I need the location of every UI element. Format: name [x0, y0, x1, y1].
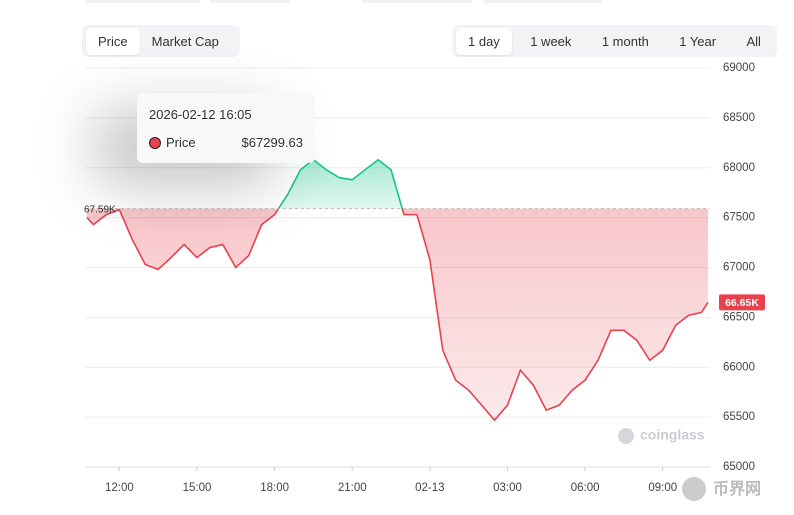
- reference-label: 67.59K: [84, 204, 116, 215]
- last-price-label: 66.65K: [725, 297, 759, 309]
- y-tick-label: 66500: [723, 311, 755, 323]
- x-tick-label: 12:00: [105, 482, 134, 494]
- watermark: coinglass: [640, 427, 705, 443]
- y-tick-label: 65500: [723, 411, 755, 423]
- y-tick-label: 65000: [723, 461, 755, 473]
- tab-button[interactable]: Market Cap: [151, 33, 219, 49]
- y-tick-label: 67000: [723, 262, 755, 274]
- site-mark: 币界网: [713, 480, 761, 498]
- range-button[interactable]: 1 week: [530, 33, 572, 49]
- last-price-badge: [719, 294, 765, 311]
- site-icon: [682, 477, 706, 501]
- range-button[interactable]: 1 Year: [679, 33, 717, 49]
- y-tick-label: 66000: [723, 361, 755, 373]
- y-tick-label: 68500: [723, 112, 755, 124]
- x-tick-label: 06:00: [571, 482, 600, 494]
- y-tick-label: 67500: [723, 212, 755, 224]
- top-strip: [484, 0, 602, 3]
- range-button[interactable]: All: [746, 33, 761, 49]
- tab-group: Price Market Cap: [82, 25, 240, 57]
- tooltip-series: Price: [166, 135, 196, 150]
- tooltip-dot: [149, 137, 161, 149]
- tooltip: 2026-02-12 16:05 Price $67299.63: [137, 93, 315, 163]
- top-strip: [362, 0, 472, 3]
- tab-button[interactable]: Price: [86, 27, 140, 55]
- x-tick-label: 15:00: [183, 482, 212, 494]
- x-tick-label: 09:00: [648, 482, 677, 494]
- x-tick-label: 21:00: [338, 482, 367, 494]
- x-tick-label: 03:00: [493, 482, 522, 494]
- x-tick-label: 18:00: [260, 482, 289, 494]
- watermark-icon: [618, 428, 634, 444]
- tooltip-time: 2026-02-12 16:05: [149, 107, 252, 122]
- range-button[interactable]: 1 day: [456, 27, 512, 55]
- y-tick-label: 69000: [723, 62, 755, 74]
- tooltip-value: $67299.63: [241, 135, 303, 150]
- top-strip: [210, 0, 290, 3]
- price-line: [86, 158, 709, 422]
- y-tick-label: 68000: [723, 162, 755, 174]
- range-button[interactable]: 1 month: [601, 33, 649, 49]
- price-area: [87, 159, 708, 421]
- top-strip: [85, 0, 200, 3]
- range-group: 1 day 1 week 1 month 1 Year All: [452, 25, 777, 57]
- x-tick-label: 02-13: [415, 482, 444, 494]
